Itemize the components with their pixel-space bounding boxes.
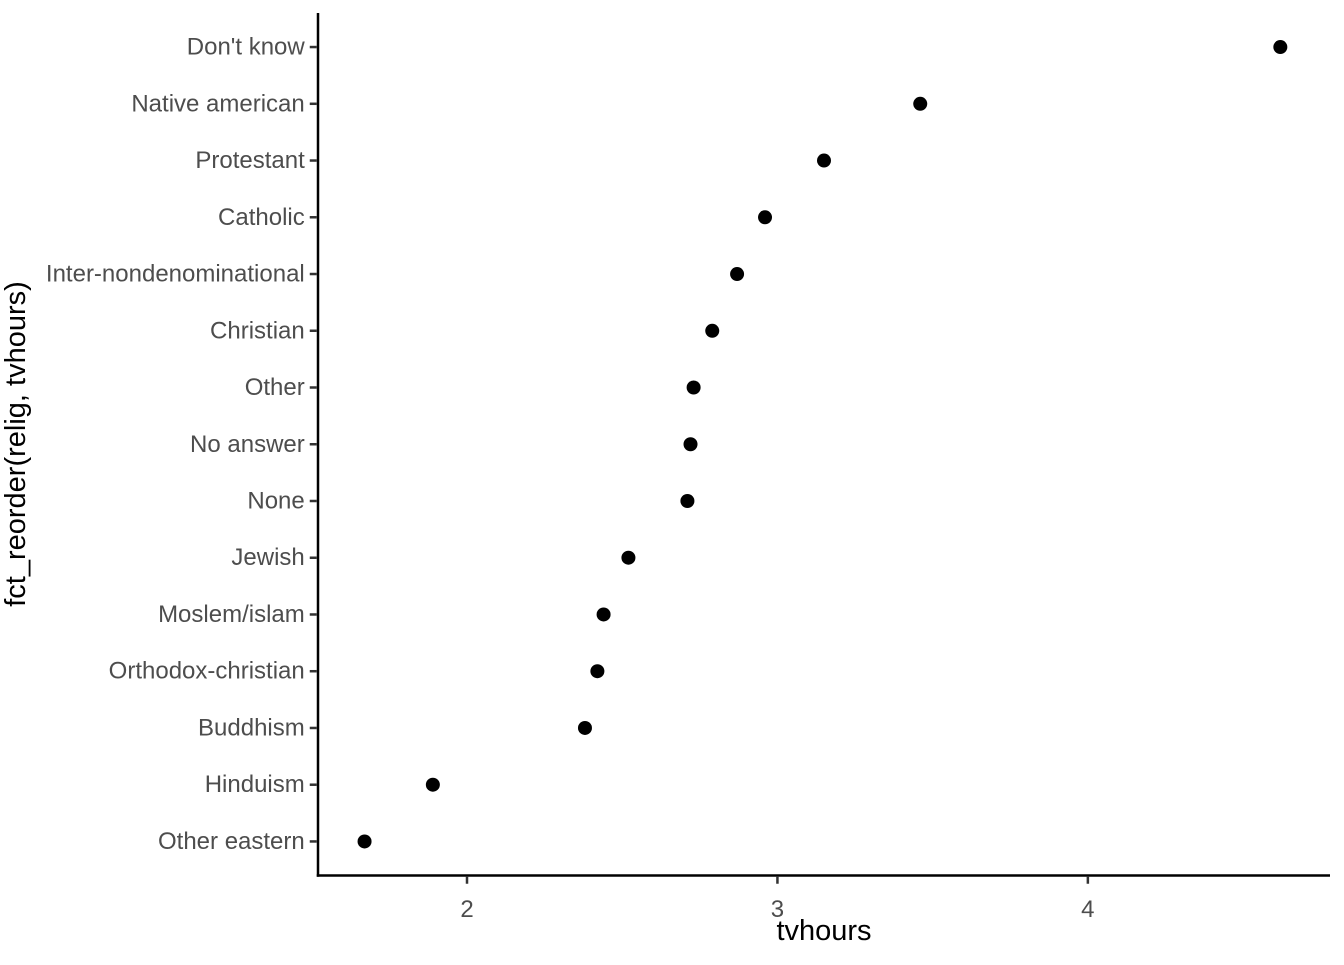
data-point [758, 210, 773, 225]
x-tick-label: 4 [1081, 896, 1094, 923]
x-tick-label: 2 [460, 896, 473, 923]
data-point [686, 380, 701, 395]
y-tick-label: Protestant [195, 147, 305, 174]
data-point [683, 437, 698, 452]
data-point [577, 720, 592, 735]
y-tick-label: Native american [131, 90, 304, 117]
data-point [590, 664, 605, 679]
y-tick-label: Catholic [218, 204, 305, 231]
y-tick-label: Moslem/islam [158, 601, 305, 628]
y-tick-label: Hinduism [205, 771, 305, 798]
y-tick-label: None [247, 487, 304, 514]
chart-plot-area: 2 3 4 Don't know Native american Protestant Ca… [46, 13, 1330, 923]
y-tick-label: No answer [190, 431, 305, 458]
data-point [357, 834, 372, 849]
y-tick-label: Don't know [187, 34, 306, 61]
y-axis-title: fct_reorder(relig, tvhours) [0, 281, 32, 607]
data-point [817, 153, 831, 168]
y-tick-label: Buddhism [198, 714, 305, 741]
data-point [913, 96, 928, 111]
y-tick-label: Orthodox-christian [109, 658, 305, 685]
y-tick-label: Inter-nondenominational [46, 261, 305, 288]
y-tick-label: Christian [210, 317, 305, 344]
x-axis-title: tvhours [776, 915, 871, 947]
data-point [705, 323, 720, 338]
x-tick-label: 3 [771, 896, 784, 923]
data-point [730, 267, 745, 282]
y-tick-label: Jewish [231, 544, 304, 571]
y-tick-label: Other [245, 374, 305, 401]
data-point [596, 607, 611, 622]
data-point [425, 777, 440, 792]
data-point [680, 493, 695, 508]
data-point [1273, 40, 1288, 55]
data-point [621, 550, 636, 565]
y-tick-label: Other eastern [158, 828, 305, 855]
